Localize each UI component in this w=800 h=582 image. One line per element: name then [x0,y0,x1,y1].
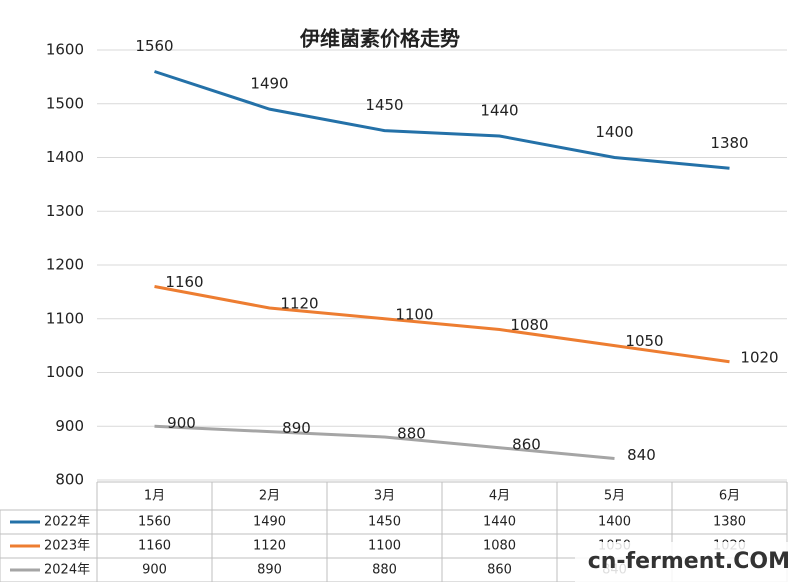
legend-label: 2023年 [44,539,90,554]
data-label: 860 [512,435,541,453]
data-label: 1560 [135,37,173,55]
y-tick-label: 1400 [46,148,84,166]
y-tick-label: 900 [55,417,84,435]
table-cell: 1450 [368,515,401,530]
table-cell: 1120 [253,539,286,554]
legend-label: 2024年 [44,563,90,578]
table-cell: 890 [257,563,282,578]
y-tick-label: 1300 [46,202,84,220]
data-label: 1050 [625,332,663,350]
series-line [154,424,615,460]
data-label: 1020 [740,348,778,366]
y-tick-label: 1100 [46,309,84,327]
data-label: 1440 [480,102,518,120]
table-cell: 1380 [713,515,746,530]
series-line [154,285,730,364]
x-tick-label: 1月 [144,489,165,504]
data-label: 880 [397,425,426,443]
data-label: 1160 [165,273,203,291]
table-cell: 880 [372,563,397,578]
y-tick-label: 1000 [46,363,84,381]
table-cell: 900 [142,563,167,578]
table-cell: 1560 [138,515,171,530]
y-tick-label: 1600 [46,41,84,59]
table-cell: 1100 [368,539,401,554]
x-tick-label: 2月 [259,489,280,504]
x-tick-label: 4月 [489,489,510,504]
table-cell: 1440 [483,515,516,530]
table-cell: 1080 [483,539,516,554]
table-cell: 860 [487,563,512,578]
data-label: 1380 [710,134,748,152]
data-label: 1450 [365,96,403,114]
data-label: 1080 [510,316,548,334]
table-cell: 1490 [253,515,286,530]
chart-title: 伊维菌素价格走势 [299,27,460,51]
legend-label: 2022年 [44,515,90,530]
watermark: cn-ferment.COM [588,549,790,574]
data-label: 1400 [595,123,633,141]
series-line [154,70,730,170]
x-tick-label: 3月 [374,489,395,504]
y-tick-label: 1200 [46,256,84,274]
data-label: 840 [627,446,656,464]
table-cell: 1400 [598,515,631,530]
y-tick-label: 1500 [46,94,84,112]
data-label: 1100 [395,305,433,323]
data-label: 1120 [280,295,318,313]
x-tick-label: 5月 [604,489,625,504]
table-cell: 1160 [138,539,171,554]
data-label: 890 [282,419,311,437]
data-label: 900 [167,414,196,432]
data-label: 1490 [250,75,288,93]
x-tick-label: 6月 [719,489,740,504]
y-tick-label: 800 [55,471,84,489]
watermark-bg [575,542,800,582]
